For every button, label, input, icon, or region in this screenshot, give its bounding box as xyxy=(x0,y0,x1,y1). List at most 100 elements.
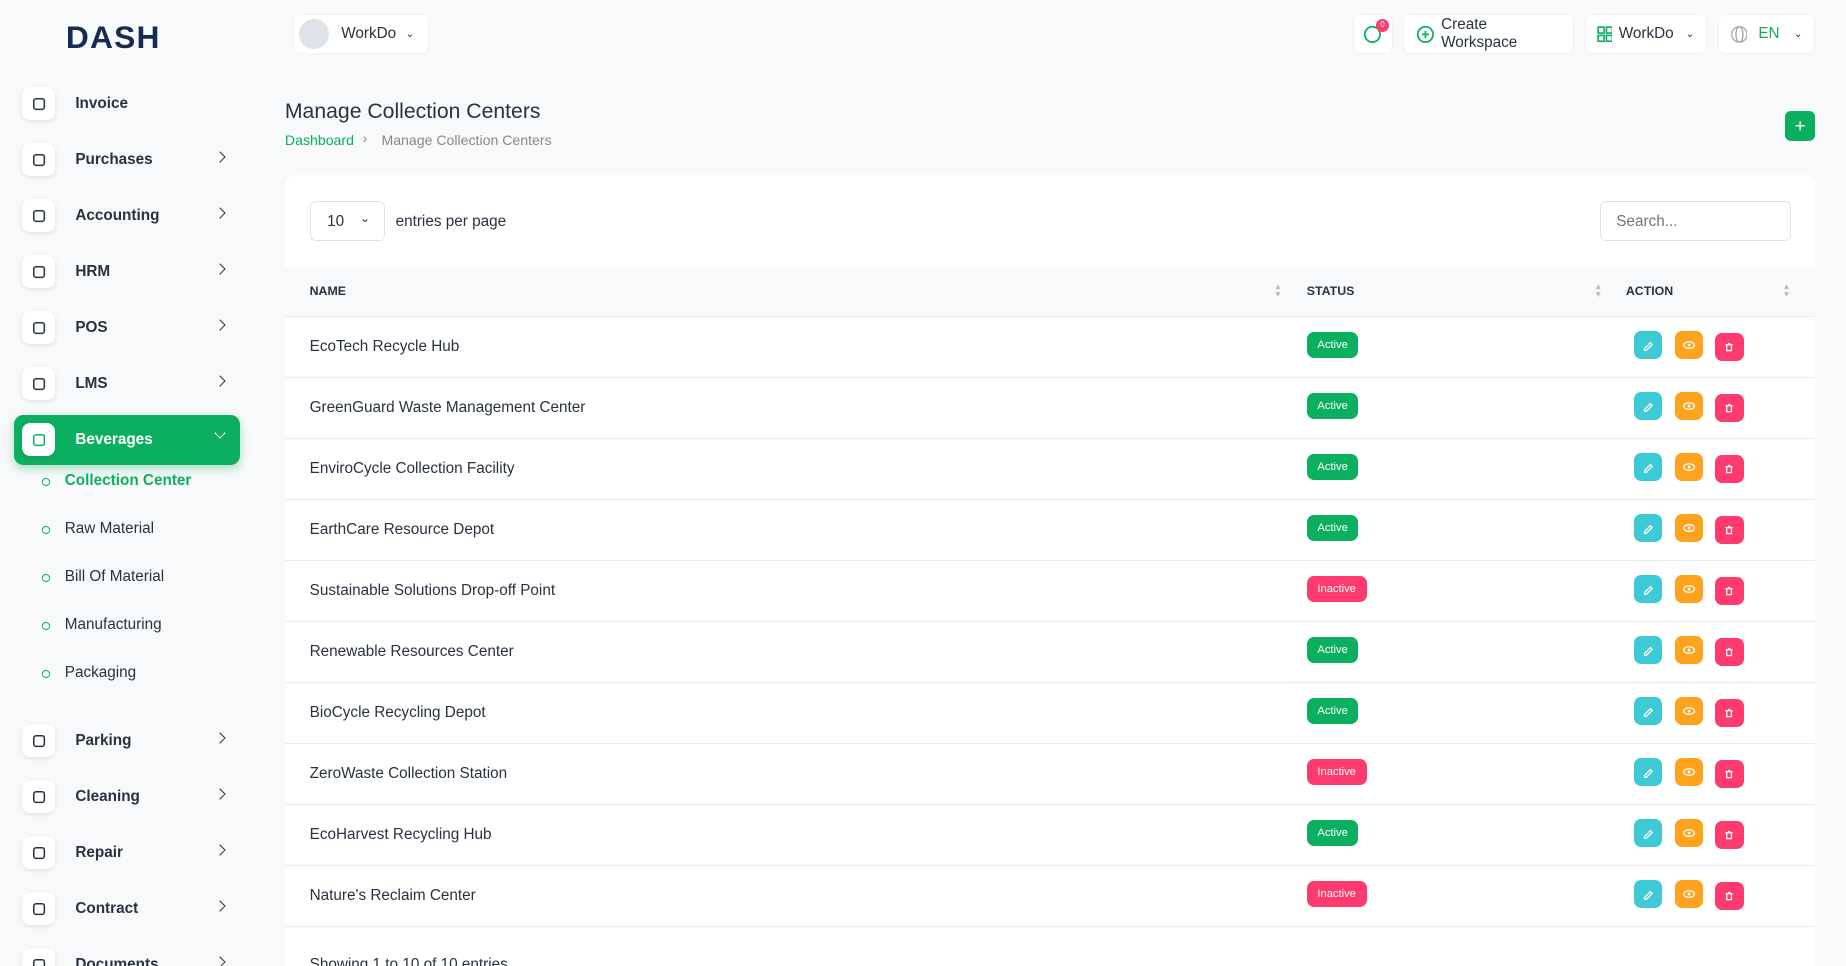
breadcrumb-link[interactable]: Dashboard xyxy=(284,131,354,148)
status-badge: Active xyxy=(1306,453,1359,480)
sidebar-item[interactable]: POS xyxy=(14,303,240,352)
edit-button[interactable] xyxy=(1634,452,1663,482)
status-badge: Active xyxy=(1306,514,1359,541)
company-switcher[interactable]: WorkDo ⌄ xyxy=(1584,14,1708,55)
view-button[interactable] xyxy=(1674,391,1703,421)
chevron xyxy=(213,319,226,331)
center-name: ZeroWaste Collection Station xyxy=(309,764,508,782)
logo: DASH xyxy=(65,18,161,55)
breadcrumb-current: Manage Collection Centers xyxy=(381,131,552,148)
chevron xyxy=(213,788,226,800)
workspace-switcher[interactable]: WorkDo ⌄ xyxy=(293,14,429,55)
column-header[interactable]: ACTION xyxy=(1625,283,1674,298)
search-placeholder: Search... xyxy=(1616,212,1678,230)
menu-label: Documents xyxy=(75,955,159,966)
sidebar-item[interactable]: Invoice xyxy=(14,79,240,128)
view-button[interactable] xyxy=(1674,696,1703,725)
table-row: ZeroWaste Collection Station Inactive xyxy=(284,744,1816,805)
edit-button[interactable] xyxy=(1634,757,1663,786)
chevron xyxy=(213,844,226,856)
menu-label: Cleaning xyxy=(75,787,140,805)
menu-label: HRM xyxy=(75,262,111,280)
menu-label: Repair xyxy=(75,843,123,861)
sidebar-item[interactable]: Cleaning xyxy=(14,772,240,821)
submenu-item[interactable]: Collection Center xyxy=(42,472,192,490)
view-button[interactable] xyxy=(1674,879,1703,908)
delete-button[interactable] xyxy=(1715,333,1744,362)
submenu-item[interactable]: Manufacturing xyxy=(42,616,162,634)
chevron xyxy=(213,262,226,275)
chevron xyxy=(213,732,226,744)
add-button[interactable]: + xyxy=(1784,110,1816,142)
plus-icon xyxy=(1416,25,1434,43)
sidebar-item[interactable]: Documents xyxy=(14,940,240,966)
chat-icon xyxy=(1364,25,1382,43)
delete-button[interactable] xyxy=(1715,394,1744,423)
delete-button[interactable] xyxy=(1715,882,1744,911)
menu-icon xyxy=(22,367,56,401)
delete-button[interactable] xyxy=(1715,821,1744,850)
sidebar-item[interactable]: Purchases xyxy=(14,135,240,184)
sidebar-item[interactable]: LMS xyxy=(14,359,240,408)
menu-icon xyxy=(22,423,56,457)
center-name: Nature's Reclaim Center xyxy=(309,886,476,904)
delete-button[interactable] xyxy=(1715,455,1744,484)
view-button[interactable] xyxy=(1674,757,1703,786)
delete-button[interactable] xyxy=(1715,760,1744,789)
sidebar-item[interactable]: Contract xyxy=(14,884,240,933)
submenu-item[interactable]: Bill Of Material xyxy=(42,568,165,586)
status-badge: Inactive xyxy=(1306,758,1367,785)
edit-button[interactable] xyxy=(1634,391,1663,421)
create-workspace-button[interactable]: Create Workspace xyxy=(1403,14,1575,55)
submenu-item[interactable]: Raw Material xyxy=(42,520,155,538)
status-badge: Active xyxy=(1306,697,1359,724)
edit-button[interactable] xyxy=(1634,635,1663,664)
view-button[interactable] xyxy=(1674,574,1703,603)
view-button[interactable] xyxy=(1674,330,1703,360)
messages-button[interactable]: 0 xyxy=(1352,14,1393,55)
page-size-label: entries per page xyxy=(395,213,507,231)
menu-label: Parking xyxy=(75,731,132,749)
notification-count: 0 xyxy=(1376,18,1389,32)
delete-button[interactable] xyxy=(1715,699,1744,728)
page-size-select[interactable]: 10 ⌄ xyxy=(309,201,385,242)
table-row: Sustainable Solutions Drop-off Point Inac… xyxy=(284,561,1816,622)
table-row: Nature's Reclaim Center Inactive xyxy=(284,866,1816,927)
edit-button[interactable] xyxy=(1634,330,1663,360)
chevron xyxy=(213,375,226,387)
edit-button[interactable] xyxy=(1634,879,1663,908)
search-input[interactable]: Search... xyxy=(1599,201,1791,242)
edit-button[interactable] xyxy=(1634,574,1663,603)
view-button[interactable] xyxy=(1674,635,1703,664)
create-workspace-label: Create Workspace xyxy=(1441,16,1518,52)
delete-button[interactable] xyxy=(1715,577,1744,606)
delete-button[interactable] xyxy=(1715,638,1744,667)
edit-button[interactable] xyxy=(1634,513,1663,542)
view-button[interactable] xyxy=(1674,452,1703,482)
sidebar-item[interactable]: Accounting xyxy=(14,191,240,240)
sidebar-item[interactable]: Repair xyxy=(14,828,240,877)
column-header[interactable]: NAME xyxy=(309,283,347,298)
view-button[interactable] xyxy=(1674,818,1703,847)
edit-button[interactable] xyxy=(1634,818,1663,847)
language-switcher[interactable]: EN ⌄ xyxy=(1717,14,1816,55)
submenu-item[interactable]: Packaging xyxy=(42,664,137,682)
table-row: Renewable Resources Center Active xyxy=(284,622,1816,683)
center-name: EarthCare Resource Depot xyxy=(309,520,495,538)
chevron xyxy=(213,206,226,219)
menu-label: Invoice xyxy=(75,94,129,112)
delete-button[interactable] xyxy=(1715,516,1744,545)
menu-label: Accounting xyxy=(75,206,160,224)
center-name: Renewable Resources Center xyxy=(309,642,514,660)
edit-button[interactable] xyxy=(1634,696,1663,725)
sidebar-item[interactable]: Beverages xyxy=(14,415,241,465)
view-button[interactable] xyxy=(1674,513,1703,542)
table-card: 10 ⌄ entries per page Search... NAME ▲ ▼ STA… xyxy=(284,175,1816,966)
chevron xyxy=(213,427,226,439)
column-header[interactable]: STATUS xyxy=(1306,283,1355,298)
menu-icon xyxy=(22,143,56,177)
sidebar-item[interactable]: Parking xyxy=(14,716,240,765)
sidebar-item[interactable]: HRM xyxy=(14,247,240,296)
chevron xyxy=(213,956,226,966)
